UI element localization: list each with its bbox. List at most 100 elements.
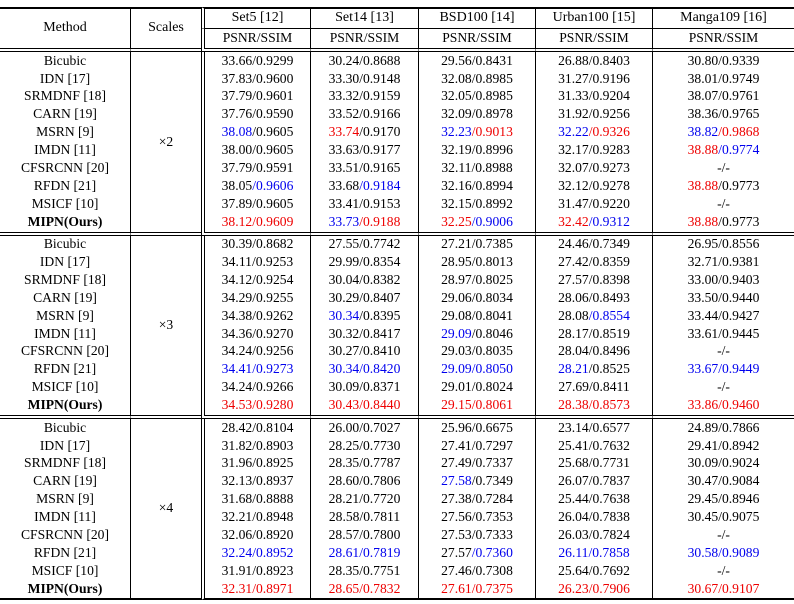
psnr-value: 37.79 — [221, 88, 253, 104]
ssim-value: 0.8420 — [359, 361, 400, 376]
dataset-header: Manga109 [16] — [652, 7, 794, 29]
ssim-value: 0.7337 — [472, 455, 513, 470]
psnr-value: 33.68 — [328, 177, 360, 193]
ssim-value: 0.8978 — [472, 106, 513, 121]
psnr-value: 37.89 — [221, 195, 253, 211]
psnr-value: 27.58 — [441, 473, 472, 489]
ssim-value: 0.8994 — [472, 178, 513, 193]
ssim-value: 0.7308 — [472, 563, 513, 578]
psnr-value: - — [717, 195, 722, 211]
psnr-value: 29.06 — [441, 289, 472, 305]
result-cell: 38.010.9749 — [652, 69, 794, 88]
result-cell: 25.640.7692 — [535, 561, 652, 580]
result-cell: 25.960.6675 — [418, 419, 535, 437]
result-cell: 38.000.9605 — [201, 141, 310, 160]
result-cell: 28.950.8013 — [418, 253, 535, 272]
result-cell: 28.580.7811 — [310, 508, 418, 527]
psnr-value: 30.27 — [328, 343, 360, 359]
result-cell: 30.240.8688 — [310, 52, 418, 70]
psnr-value: 23.14 — [558, 419, 589, 435]
psnr-value: 26.95 — [687, 236, 719, 252]
psnr-value: 30.47 — [687, 473, 719, 489]
method-cell: IMDN [11] — [34, 325, 96, 341]
dataset-header: Set5 [12] — [201, 7, 310, 29]
method-cell: IDN [17] — [39, 254, 91, 270]
result-cell: 27.690.8411 — [535, 378, 652, 397]
result-cell: 29.410.8942 — [652, 436, 794, 455]
ssim-value: 0.8046 — [472, 326, 513, 341]
ssim-value: 0.9773 — [718, 214, 759, 229]
result-cell: 32.310.8971 — [201, 579, 310, 600]
ssim-value: 0.9184 — [359, 178, 400, 193]
table-row: IDN [17]31.820.890328.250.773027.410.729… — [0, 436, 794, 455]
psnr-value: 25.64 — [558, 562, 589, 578]
ssim-value: 0.7837 — [589, 473, 630, 488]
result-cell: 32.050.8985 — [418, 87, 535, 106]
result-cell: 34.240.9256 — [201, 342, 310, 361]
psnr-value: 38.88 — [687, 213, 719, 229]
psnr-value: 38.08 — [221, 124, 253, 140]
method-cell: RFDN [21] — [33, 544, 97, 560]
result-cell: 28.080.8554 — [535, 306, 652, 325]
result-cell: 27.490.7337 — [418, 454, 535, 473]
result-cell: 28.040.8496 — [535, 342, 652, 361]
method-cell: IMDN [11] — [34, 142, 96, 157]
table-row: IDN [17]34.110.925329.990.835428.950.801… — [0, 253, 794, 272]
ssim-value: 0.9761 — [718, 88, 759, 103]
result-cell: 29.090.8050 — [418, 360, 535, 379]
ssim-value: 0.6577 — [589, 420, 630, 435]
result-cell: 26.040.7838 — [535, 508, 652, 527]
result-cell: 23.140.6577 — [535, 419, 652, 437]
result-cell: 30.450.9075 — [652, 508, 794, 527]
ssim-value: 0.9590 — [252, 106, 293, 121]
ssim-value: - — [722, 527, 730, 542]
psnr-value: 26.88 — [558, 52, 589, 68]
psnr-value: 33.41 — [328, 195, 360, 211]
method-cell: MIPN(Ours) — [0, 213, 130, 236]
result-cell: 32.710.9381 — [652, 253, 794, 272]
result-cell: -- — [652, 342, 794, 361]
psnr-value: 30.09 — [687, 455, 719, 471]
result-cell: 32.420.9312 — [535, 212, 652, 236]
ssim-value: 0.9339 — [718, 53, 759, 68]
table-row: Bicubic×428.420.810426.000.702725.960.66… — [0, 419, 794, 600]
result-cell: 33.670.9449 — [652, 360, 794, 379]
result-cell: 26.880.8403 — [535, 52, 652, 70]
psnr-value: 28.60 — [328, 473, 360, 489]
ssim-value: 0.9089 — [718, 545, 759, 560]
header-row-metrics: PSNR/SSIM PSNR/SSIM PSNR/SSIM PSNR/SSIM PSNR… — [0, 29, 794, 52]
ssim-value: 0.7360 — [472, 545, 513, 560]
table-header: Method Scales Set5 [12] Set14 [13] BSD100 … — [0, 7, 794, 52]
psnr-value: - — [717, 343, 722, 359]
ssim-value: 0.8985 — [472, 88, 513, 103]
psnr-value: 33.51 — [328, 159, 360, 175]
scale-cell: ×4 — [130, 419, 201, 600]
psnr-value: 30.34 — [328, 307, 360, 323]
ssim-value: 0.8411 — [589, 379, 630, 394]
ssim-value: 0.9403 — [718, 272, 759, 287]
result-cell: 33.440.9427 — [652, 306, 794, 325]
result-cell: 32.060.8920 — [201, 526, 310, 544]
method-cell: Bicubic — [43, 236, 87, 252]
psnr-value: 34.41 — [221, 361, 253, 377]
ssim-value: 0.9013 — [472, 124, 513, 139]
result-cell: 31.330.9204 — [535, 87, 652, 106]
ssim-value: 0.8688 — [359, 53, 400, 68]
ssim-value: 0.8519 — [589, 326, 630, 341]
result-cell: 31.270.9196 — [535, 69, 652, 88]
ssim-value: 0.8948 — [252, 509, 293, 524]
psnr-value: 33.63 — [328, 142, 360, 157]
ssim-value: 0.9254 — [252, 272, 293, 287]
ssim-value: 0.7838 — [589, 509, 630, 524]
result-cell: 30.090.8371 — [310, 378, 418, 397]
psnr-value: 31.92 — [558, 106, 589, 122]
psnr-value: 27.49 — [441, 455, 472, 471]
ssim-value: 0.9148 — [359, 71, 400, 86]
psnr-value: 26.03 — [558, 526, 589, 542]
psnr-value: 27.69 — [558, 379, 589, 395]
result-cell: 27.570.7360 — [418, 543, 535, 562]
result-cell: 27.530.7333 — [418, 526, 535, 544]
method-cell: CARN [19] — [33, 473, 97, 489]
psnr-value: 28.42 — [221, 419, 253, 435]
psnr-value: 32.12 — [558, 177, 589, 193]
